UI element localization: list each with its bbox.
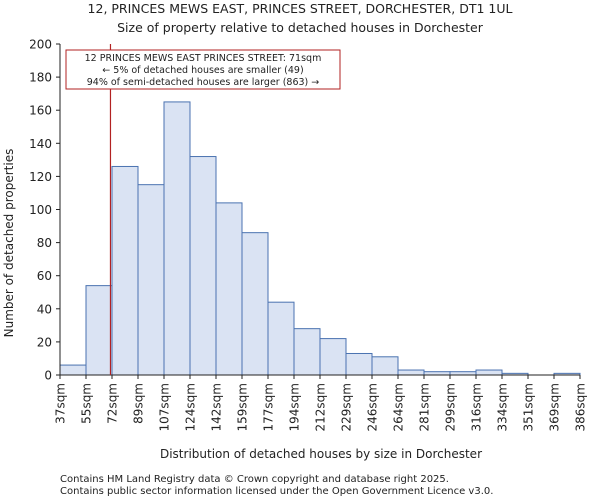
y-tick-label: 160 xyxy=(29,104,52,118)
x-tick-label: 55sqm xyxy=(80,383,94,424)
x-tick-label: 72sqm xyxy=(106,383,120,424)
x-tick-label: 369sqm xyxy=(548,383,562,431)
x-tick-label: 159sqm xyxy=(236,383,250,431)
y-tick-label: 200 xyxy=(29,38,52,52)
annotation-frame xyxy=(65,49,341,90)
x-tick-label: 351sqm xyxy=(522,383,536,431)
x-tick-label: 386sqm xyxy=(574,383,588,431)
bar xyxy=(319,338,347,376)
x-axis-ticks: 37sqm 55sqm 72sqm 89sqm 107sqm 124sqm 142sqm 15… xyxy=(54,375,588,431)
chart-title: 12, PRINCES MEWS EAST, PRINCES STREET, D… xyxy=(88,1,513,16)
x-tick-label: 264sqm xyxy=(392,383,406,431)
bar xyxy=(345,352,373,376)
bar xyxy=(85,285,113,376)
x-axis-label: Distribution of detached houses by size … xyxy=(160,447,482,461)
bar xyxy=(137,184,165,376)
bar xyxy=(59,364,87,376)
y-tick-label: 180 xyxy=(29,71,52,85)
bar xyxy=(397,369,425,376)
annotation-box: 12 PRINCES MEWS EAST PRINCES STREET: 71s… xyxy=(65,49,341,90)
bar xyxy=(475,369,503,376)
annotation-line-3: 94% of semi-detached houses are larger (… xyxy=(87,77,320,88)
x-tick-label: 177sqm xyxy=(262,383,276,431)
y-tick-label: 100 xyxy=(29,203,52,217)
x-tick-label: 334sqm xyxy=(496,383,510,431)
x-tick-label: 316sqm xyxy=(470,383,484,431)
bar xyxy=(215,202,243,376)
y-tick-label: 80 xyxy=(37,236,52,250)
x-tick-label: 229sqm xyxy=(340,383,354,431)
bar xyxy=(241,232,269,376)
bar xyxy=(189,156,217,376)
bar xyxy=(267,301,295,376)
x-tick-label: 142sqm xyxy=(210,383,224,431)
y-tick-label: 140 xyxy=(29,137,52,151)
y-tick-label: 60 xyxy=(37,269,52,283)
footer-line-2: Contains public sector information licen… xyxy=(60,486,493,497)
bar xyxy=(163,101,191,376)
x-tick-label: 299sqm xyxy=(444,383,458,431)
y-axis-ticks: 0 20 40 60 80 100 120 140 160 180 200 xyxy=(29,38,60,383)
y-tick-label: 120 xyxy=(29,170,52,184)
x-tick-label: 194sqm xyxy=(288,383,302,431)
x-tick-label: 89sqm xyxy=(132,383,146,424)
chart-subtitle: Size of property relative to detached ho… xyxy=(117,20,484,35)
bars-group xyxy=(59,101,581,376)
bar xyxy=(371,356,399,376)
y-tick-label: 0 xyxy=(44,369,52,383)
y-tick-label: 40 xyxy=(37,302,52,316)
x-tick-label: 107sqm xyxy=(158,383,172,431)
x-tick-label: 124sqm xyxy=(184,383,198,431)
y-tick-label: 20 xyxy=(37,335,52,349)
bar xyxy=(111,165,139,376)
y-axis-label: Number of detached properties xyxy=(2,149,16,338)
x-tick-label: 246sqm xyxy=(366,383,380,431)
annotation-line-2: ← 5% of detached houses are smaller (49) xyxy=(102,65,303,76)
footer-line-1: Contains HM Land Registry data © Crown c… xyxy=(60,474,449,485)
bar xyxy=(293,328,321,376)
x-tick-label: 212sqm xyxy=(314,383,328,431)
x-tick-label: 37sqm xyxy=(54,383,68,424)
x-tick-label: 281sqm xyxy=(418,383,432,431)
annotation-line-1: 12 PRINCES MEWS EAST PRINCES STREET: 71s… xyxy=(85,53,322,64)
